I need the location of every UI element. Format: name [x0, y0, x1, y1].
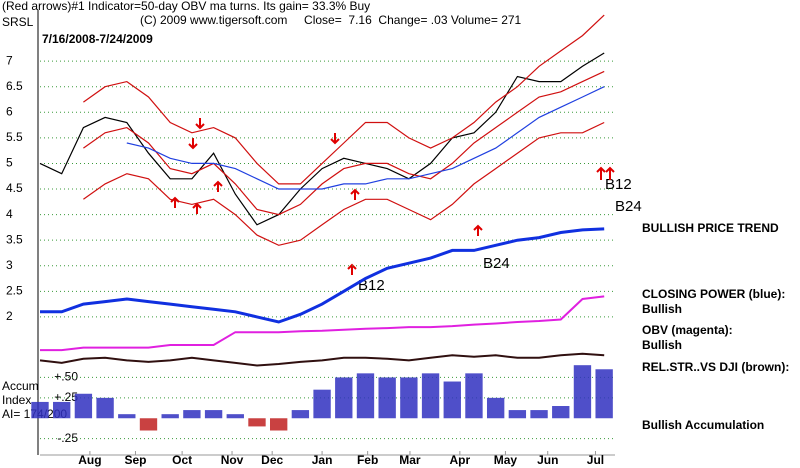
arrow [170, 180, 360, 214]
accum-bar [204, 410, 223, 419]
symbol: SRSL [2, 15, 34, 29]
x-tick-label: Jun [537, 453, 558, 467]
y-tick-label: 6.5 [6, 79, 23, 93]
series-line [39, 352, 605, 367]
x-tick-label: Dec [261, 453, 283, 467]
arrow [347, 263, 357, 275]
x-tick-label: Jul [587, 453, 604, 467]
annotation: Bullish [642, 338, 682, 352]
annotation: B24 [483, 255, 510, 272]
y-tick-label: 3.5 [6, 232, 23, 246]
accum-bar [335, 377, 353, 419]
x-tick-label: Mar [399, 453, 421, 467]
x-tick-label: May [494, 453, 518, 467]
accum-bar [356, 373, 375, 419]
signal-arrows [170, 118, 615, 275]
y-tick-label: 3 [6, 258, 13, 272]
arrow [596, 166, 615, 180]
accum-bar [139, 418, 158, 431]
arrow [188, 118, 340, 150]
y-tick-label: 2.5 [6, 283, 23, 297]
series-line [83, 70, 605, 216]
y-tick-label: 6 [6, 104, 13, 118]
accum-bar [421, 373, 440, 419]
annotation: BULLISH PRICE TREND [642, 221, 779, 235]
accum-bar [248, 418, 266, 427]
accum-bar [486, 397, 505, 419]
x-tick-label: Nov [221, 453, 244, 467]
y-tick-label: 4 [6, 207, 13, 221]
arrow [473, 224, 483, 236]
accum-label: Accum [2, 379, 39, 393]
annotation: B24 [615, 198, 642, 215]
annotation: Bullish [642, 302, 682, 316]
y-tick-label: 5 [6, 156, 13, 170]
accum-bar [508, 410, 527, 419]
x-tick-label: Jan [312, 453, 333, 467]
accum-bar [443, 381, 461, 419]
x-tick-label: Aug [78, 453, 101, 467]
legend-entry: CLOSING POWER (blue): [642, 287, 785, 301]
y2-tick-label: +.50 [54, 370, 78, 384]
y2-tick-label: -.25 [57, 431, 78, 445]
accum-bar [96, 397, 114, 419]
accum-bar [378, 377, 396, 419]
x-tick-label: Oct [172, 453, 192, 467]
accum-bar [552, 406, 570, 419]
y-tick-label: 7 [6, 53, 13, 67]
series-line [83, 121, 605, 246]
series-line [126, 86, 605, 190]
annotation: B12 [358, 277, 385, 294]
annotation: Bullish Accumulation [642, 418, 764, 432]
accum-bar [183, 410, 201, 419]
accum-label: Index [2, 393, 31, 407]
accum-bar [465, 373, 483, 419]
legend-entry: OBV (magenta): [642, 323, 733, 337]
accum-bar [595, 369, 613, 419]
series-line [40, 295, 605, 352]
accum-bar [313, 389, 331, 419]
x-tick-label: Sep [124, 453, 146, 467]
y-tick-label: 2 [6, 309, 13, 323]
annotation: B12 [605, 176, 632, 193]
accum-bar [74, 393, 93, 419]
date-range: 7/16/2008-7/24/2009 [42, 32, 153, 46]
accum-bar [53, 401, 71, 419]
x-tick-label: Feb [357, 453, 378, 467]
accum-bar [31, 401, 49, 419]
chart-subtitle: (C) 2009 www.tigersoft.com Close= 7.16 C… [140, 13, 522, 27]
y-tick-label: 4.5 [6, 181, 23, 195]
chart-title: (Red arrows)#1 Indicator=50-day OBV ma t… [2, 0, 370, 13]
legend-entry: REL.STR..VS DJI (brown): [642, 360, 789, 374]
y2-tick-label: +.25 [54, 390, 78, 404]
accum-bar [226, 414, 244, 419]
accum-bar [573, 365, 592, 419]
x-tick-label: Apr [450, 453, 471, 467]
series-line [40, 227, 605, 324]
accum-bar [161, 414, 179, 419]
y-tick-label: 5.5 [6, 130, 23, 144]
series-line [83, 14, 605, 185]
accum-bar [291, 410, 310, 419]
accum-bar [118, 414, 136, 419]
accum-bar [270, 418, 288, 431]
accum-bar [400, 377, 418, 419]
accum-bar [530, 410, 548, 419]
